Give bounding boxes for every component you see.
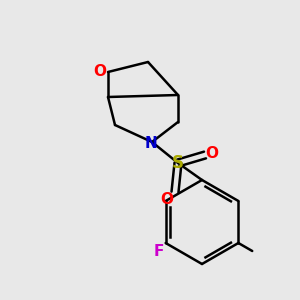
Text: O: O [160,191,173,206]
Text: O: O [206,146,218,161]
Text: F: F [153,244,164,259]
Text: S: S [172,154,184,172]
Text: N: N [145,136,158,151]
Text: O: O [94,64,106,80]
